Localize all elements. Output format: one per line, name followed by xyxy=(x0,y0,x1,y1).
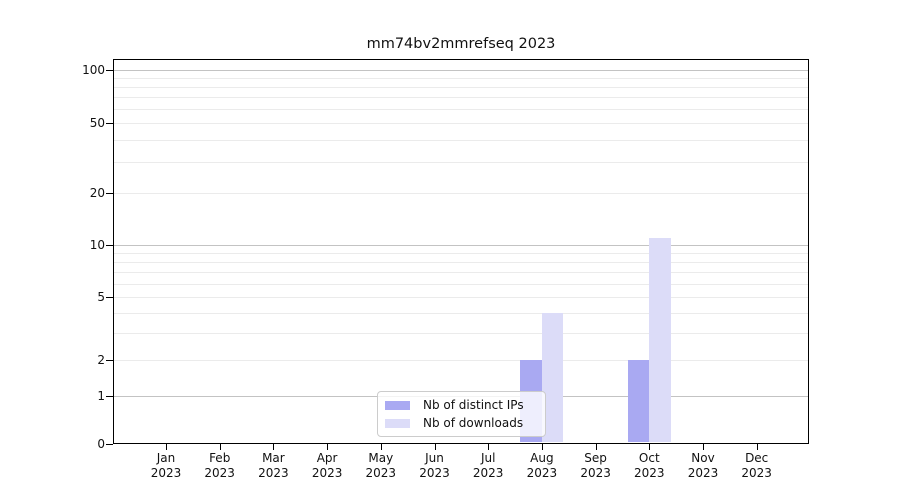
x-tick xyxy=(327,443,329,450)
legend-item: Nb of downloads xyxy=(385,414,545,432)
bar-downloads xyxy=(541,313,564,443)
x-tick-label: Jun 2023 xyxy=(419,450,450,480)
legend-label: Nb of distinct IPs xyxy=(423,398,524,412)
minor-gridline xyxy=(114,253,808,255)
x-tick-label: Jul 2023 xyxy=(472,450,504,480)
minor-gridline xyxy=(114,192,808,194)
x-tick xyxy=(488,443,490,450)
minor-gridline xyxy=(114,359,808,361)
y-tick-label: 20 xyxy=(89,185,105,200)
x-tick-label: Jan 2023 xyxy=(150,450,182,480)
minor-gridline xyxy=(114,139,808,141)
minor-gridline xyxy=(114,108,808,110)
x-tick xyxy=(434,443,436,450)
minor-gridline xyxy=(114,313,808,315)
x-tick-label: Mar 2023 xyxy=(258,450,289,480)
legend-label: Nb of downloads xyxy=(423,416,524,430)
minor-gridline xyxy=(114,78,808,80)
minor-gridline xyxy=(114,297,808,299)
x-tick xyxy=(166,443,167,450)
y-tick xyxy=(106,192,113,194)
y-tick-label: 5 xyxy=(97,290,105,305)
minor-gridline xyxy=(114,97,808,99)
y-tick xyxy=(106,297,113,299)
chart-title: mm74bv2mmrefseq 2023 xyxy=(366,36,556,52)
x-tick-label: Sep 2023 xyxy=(580,450,611,480)
x-tick xyxy=(756,443,758,450)
legend: Nb of distinct IPs Nb of downloads xyxy=(377,391,546,437)
x-tick xyxy=(703,443,704,450)
legend-item: Nb of distinct IPs xyxy=(385,396,545,414)
plot-area xyxy=(113,59,809,444)
major-gridline xyxy=(114,245,808,247)
legend-swatch xyxy=(385,418,410,428)
minor-gridline xyxy=(114,283,808,285)
minor-gridline xyxy=(114,122,808,124)
x-tick xyxy=(541,443,543,450)
x-tick-label: May 2023 xyxy=(365,450,397,480)
legend-swatch xyxy=(385,400,410,410)
minor-gridline xyxy=(114,272,808,274)
x-tick-label: Nov 2023 xyxy=(687,450,719,480)
y-tick xyxy=(106,395,113,397)
y-tick xyxy=(106,122,113,124)
x-tick-label: Feb 2023 xyxy=(204,450,235,480)
x-tick xyxy=(219,443,221,450)
x-tick-label: Apr 2023 xyxy=(311,450,343,480)
x-tick-label: Oct 2023 xyxy=(634,450,665,480)
major-gridline xyxy=(114,70,808,71)
y-tick-label: 0 xyxy=(97,436,105,451)
x-tick xyxy=(380,443,382,450)
y-tick xyxy=(106,70,113,71)
minor-gridline xyxy=(114,87,808,89)
y-tick-label: 2 xyxy=(97,352,105,367)
x-tick-label: Dec 2023 xyxy=(741,450,772,480)
y-tick xyxy=(106,245,113,247)
minor-gridline xyxy=(114,161,808,163)
x-tick xyxy=(595,443,597,450)
y-tick-label: 50 xyxy=(89,115,105,130)
x-tick xyxy=(649,443,651,450)
y-tick xyxy=(106,359,113,361)
y-tick-label: 1 xyxy=(97,388,105,403)
minor-gridline xyxy=(114,333,808,335)
x-tick xyxy=(273,443,275,450)
y-tick xyxy=(106,443,113,445)
y-tick-label: 10 xyxy=(89,238,105,253)
minor-gridline xyxy=(114,262,808,264)
y-tick-label: 100 xyxy=(82,63,105,77)
bar-distinct-ips xyxy=(627,359,650,443)
bar-downloads xyxy=(649,238,671,443)
x-tick-label: Aug 2023 xyxy=(526,450,558,480)
